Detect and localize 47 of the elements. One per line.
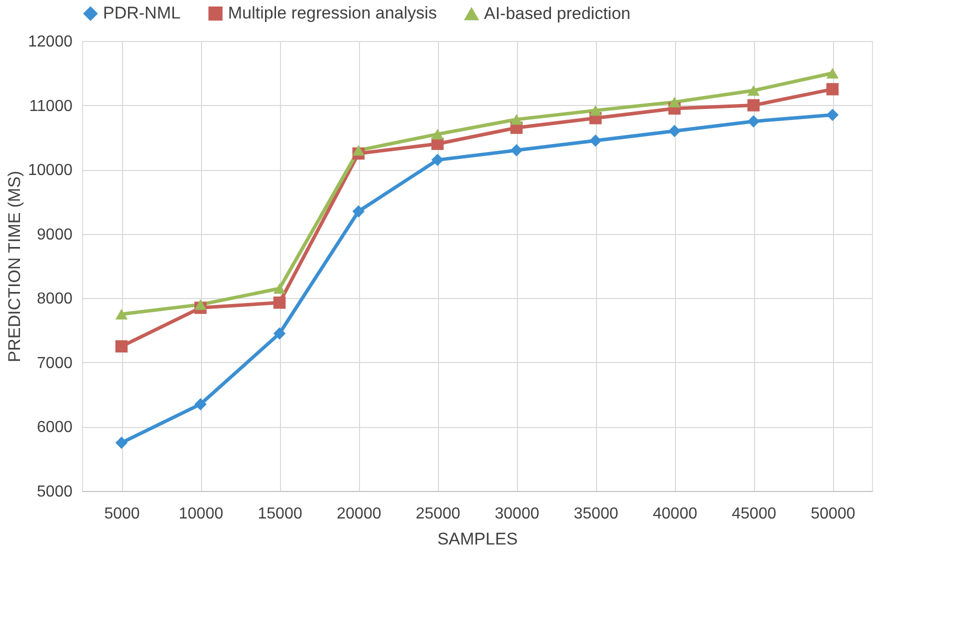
point [194, 299, 207, 310]
legend-label: PDR-NML [103, 4, 180, 23]
point [589, 134, 602, 147]
point [273, 283, 286, 294]
point [747, 85, 760, 96]
x-tick-label: 35000 [574, 506, 618, 522]
x-tick-label: 45000 [732, 506, 776, 522]
point [747, 115, 760, 128]
y-tick-label: 9000 [36, 226, 73, 244]
point [747, 99, 760, 112]
point [826, 83, 839, 96]
point [115, 436, 128, 449]
x-tick-label: 30000 [494, 506, 540, 522]
y-axis-title: PREDICTION TIME (MS) [5, 170, 24, 362]
point [510, 114, 523, 125]
x-tick-label: 40000 [652, 506, 698, 522]
x-axis-title: SAMPLES [437, 530, 518, 548]
legend-label: AI-based prediction [484, 4, 630, 24]
point [115, 340, 128, 352]
y-tick-label: 10000 [28, 162, 73, 180]
point [352, 144, 365, 156]
y-tick-label: 12000 [28, 34, 73, 50]
legend-label: Multiple regression analysis [228, 4, 437, 23]
point [668, 124, 681, 138]
x-tick-label: 10000 [178, 506, 224, 522]
x-tick-label: 5000 [104, 506, 140, 522]
point [826, 108, 839, 122]
point [510, 144, 523, 156]
point [115, 308, 128, 320]
x-tick-label: 50000 [810, 506, 856, 522]
point [273, 327, 286, 340]
point [826, 68, 839, 78]
x-tick-label: 20000 [336, 506, 382, 522]
point [431, 128, 444, 140]
y-tick-label: 6000 [36, 419, 73, 436]
y-tick-label: 8000 [36, 290, 73, 308]
x-tick-label: 25000 [416, 506, 460, 522]
x-tick-label: 15000 [258, 506, 302, 522]
y-tick-label: 7000 [36, 354, 73, 372]
point [352, 205, 365, 218]
point [668, 96, 681, 108]
y-tick-label: 5000 [36, 484, 73, 500]
point [194, 398, 207, 410]
point [273, 296, 286, 309]
point [431, 154, 444, 166]
y-tick-label: 11000 [29, 98, 73, 115]
point [589, 105, 602, 116]
